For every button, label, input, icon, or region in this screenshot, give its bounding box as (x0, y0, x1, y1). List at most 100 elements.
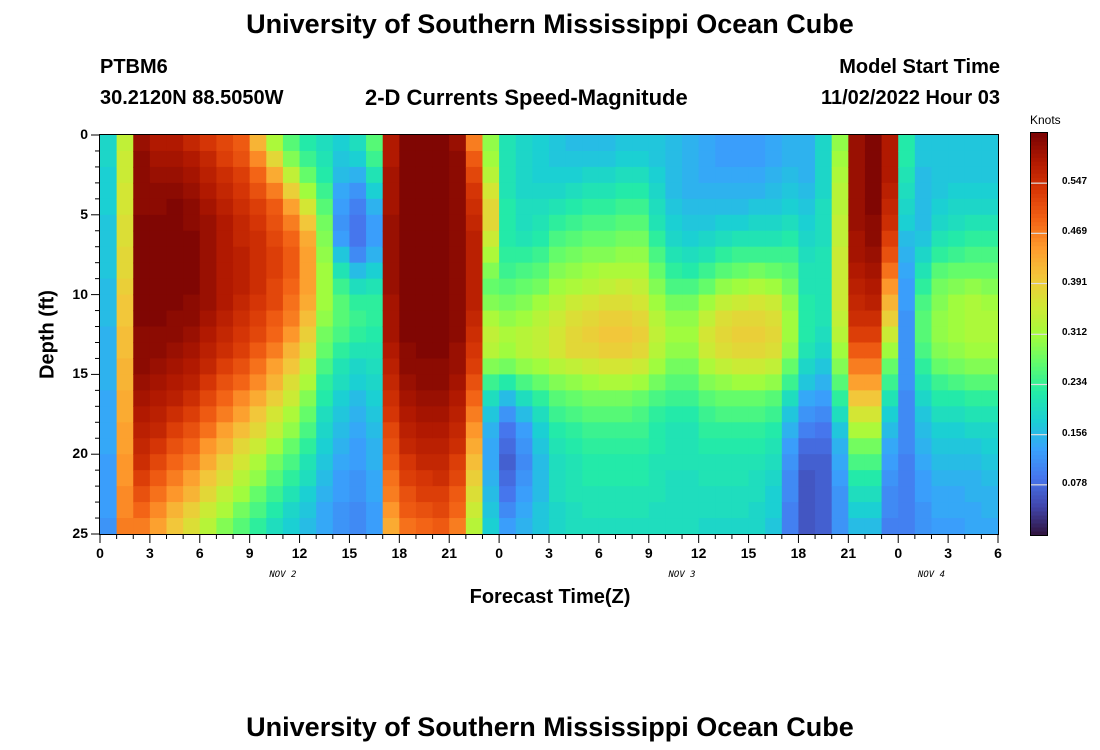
heatmap-cell (781, 470, 800, 487)
model-start-value: 11/02/2022 Hour 03 (820, 87, 1000, 109)
heatmap-cell (282, 310, 301, 328)
heatmap-cell (981, 198, 998, 216)
heatmap-cell (848, 310, 866, 328)
heatmap-cell (282, 438, 301, 455)
heatmap-cell (332, 486, 351, 503)
heatmap-cell (316, 470, 334, 487)
x-date-label: NOV 3 (668, 570, 696, 580)
heatmap-cell (233, 406, 251, 423)
heatmap-cell (149, 135, 168, 152)
heatmap-cell (798, 198, 816, 216)
heatmap-cell (598, 390, 617, 407)
heatmap-cell (864, 294, 883, 312)
heatmap-cell (133, 230, 151, 248)
heatmap-cell (199, 150, 218, 168)
heatmap-cell (665, 518, 683, 534)
heatmap-cell (366, 230, 384, 248)
heatmap-cell (316, 486, 334, 503)
heatmap-cell (931, 135, 949, 152)
heatmap-cell (914, 406, 933, 423)
heatmap-cell (366, 326, 384, 344)
heatmap-cell (532, 262, 550, 280)
heatmap-cell (848, 150, 866, 168)
heatmap-cell (249, 278, 267, 296)
heatmap-cell (100, 390, 118, 407)
heatmap-cell (715, 422, 733, 439)
heatmap-cell (366, 502, 384, 519)
heatmap-cell (282, 214, 301, 232)
heatmap-cell (233, 470, 251, 487)
colorbar-tick-label: 0.547 (1062, 176, 1088, 188)
colorbar-segment (1031, 217, 1047, 223)
heatmap-cell (465, 502, 484, 519)
colorbar-segment (1031, 145, 1047, 150)
heatmap-cell (565, 406, 583, 423)
heatmap-cell (149, 374, 168, 391)
heatmap-cell (482, 262, 500, 280)
heatmap-cell (948, 294, 966, 312)
heatmap-cell (615, 326, 633, 344)
heatmap-cell (582, 406, 600, 423)
y-tick-label: 25 (72, 525, 88, 541)
heatmap-cell (432, 326, 450, 344)
colorbar-segment (1031, 518, 1047, 524)
heatmap-cell (798, 342, 816, 360)
heatmap-cell (515, 214, 533, 232)
heatmap-cell (432, 502, 450, 519)
heatmap-cell (748, 358, 766, 375)
heatmap-cell (233, 454, 251, 471)
colorbar-tick-label: 0.234 (1062, 377, 1088, 389)
heatmap-cell (432, 390, 450, 407)
heatmap-cell (914, 246, 933, 264)
heatmap-cell (598, 135, 617, 152)
heatmap-cell (748, 214, 766, 232)
heatmap-cell (715, 454, 733, 471)
heatmap-cell (831, 374, 849, 391)
heatmap-cell (499, 390, 517, 407)
heatmap-cell (781, 310, 800, 328)
heatmap-cell (848, 502, 866, 519)
heatmap-cell (765, 470, 783, 487)
heatmap-cell (898, 166, 916, 184)
heatmap-cell (582, 502, 600, 519)
heatmap-cell (781, 422, 800, 439)
heatmap-cell (648, 438, 667, 455)
heatmap-cell (715, 310, 733, 328)
heatmap-cell (282, 150, 301, 168)
heatmap-cell (565, 422, 583, 439)
heatmap-cell (615, 438, 633, 455)
heatmap-cell (515, 518, 533, 534)
heatmap-cell (898, 198, 916, 216)
heatmap-cell (931, 438, 949, 455)
heatmap-cell (748, 422, 766, 439)
heatmap-cell (349, 518, 367, 534)
colorbar-segment (1031, 189, 1047, 194)
heatmap-cell (449, 135, 467, 152)
heatmap-cell (299, 438, 317, 455)
heatmap-cell (299, 422, 317, 439)
heatmap-cell (532, 230, 550, 248)
heatmap-cell (781, 246, 800, 264)
heatmap-cell (665, 198, 683, 216)
colorbar-segment (1031, 213, 1047, 219)
heatmap-cell (864, 422, 883, 439)
heatmap-cell (149, 310, 168, 328)
heatmap-cell (848, 326, 866, 344)
heatmap-cell (598, 230, 617, 248)
heatmap-cell (349, 470, 367, 487)
heatmap-cell (482, 182, 500, 200)
heatmap-cell (233, 358, 251, 375)
heatmap-cell (615, 454, 633, 471)
heatmap-cell (249, 150, 267, 168)
heatmap-cell (698, 166, 716, 184)
heatmap-cell (299, 358, 317, 375)
heatmap-cell (815, 230, 833, 248)
heatmap-cell (515, 358, 533, 375)
heatmap-cell (399, 262, 417, 280)
heatmap-cell (781, 390, 800, 407)
heatmap-cell (781, 438, 800, 455)
heatmap-cell (482, 230, 500, 248)
heatmap-cell (382, 310, 400, 328)
y-tick-label: 20 (72, 445, 88, 462)
x-tick-label: 0 (96, 545, 104, 561)
